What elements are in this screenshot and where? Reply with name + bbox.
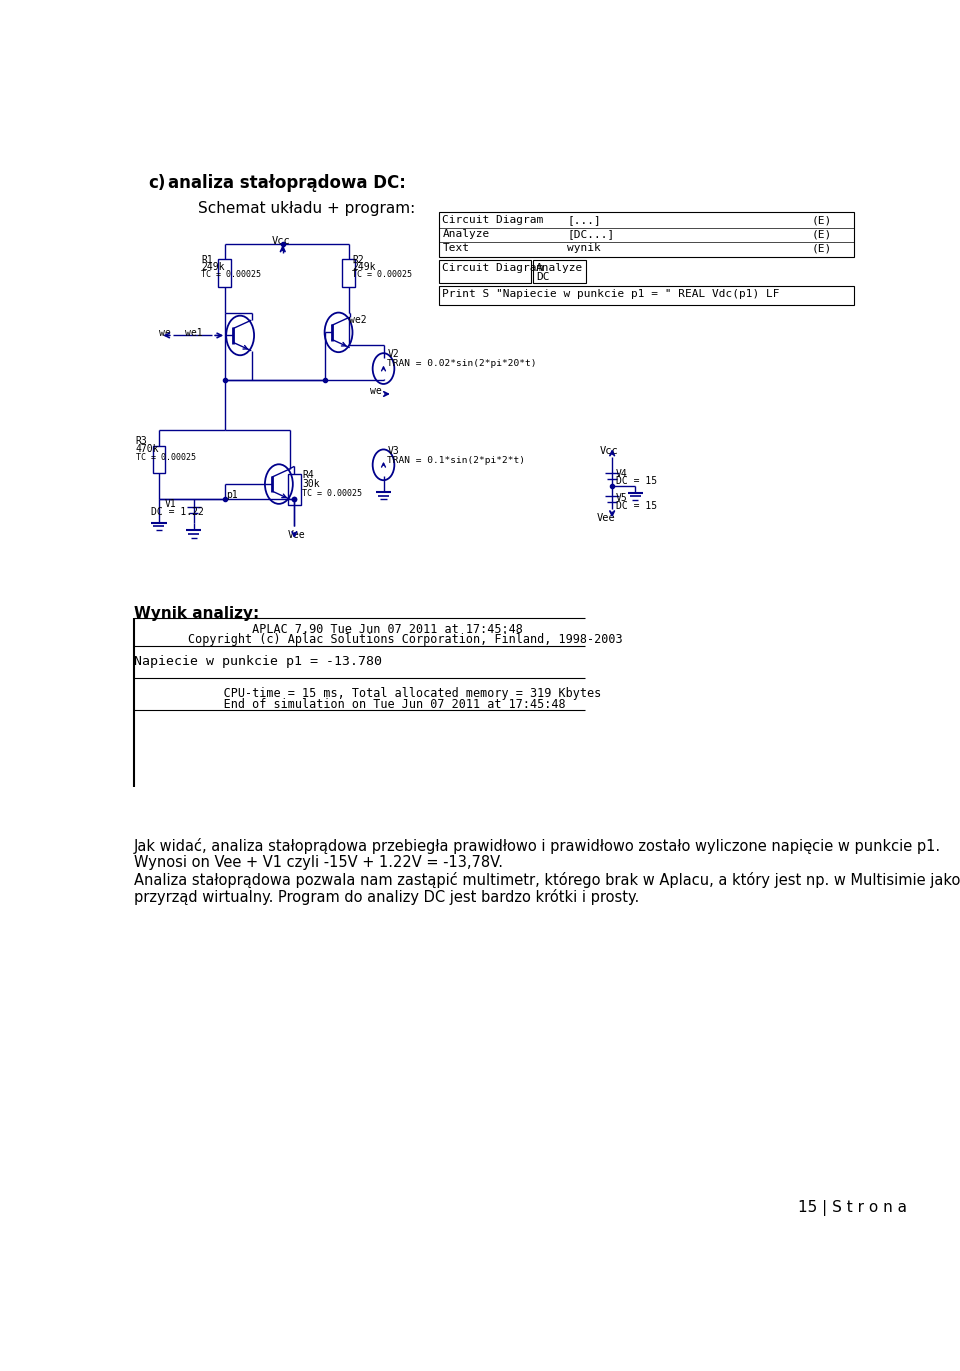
Bar (533, 260, 586, 282)
Text: DC: DC (537, 273, 550, 282)
Text: 30k: 30k (302, 480, 320, 489)
Bar (288, 474, 300, 505)
Bar (440, 287, 854, 304)
Text: R1: R1 (202, 255, 213, 266)
Text: Wynik analizy:: Wynik analizy: (134, 606, 259, 621)
Text: [...]: [...] (567, 215, 601, 225)
Bar (153, 446, 165, 473)
Text: Napiecie w punkcie p1 = -13.780: Napiecie w punkcie p1 = -13.780 (134, 655, 382, 668)
Text: R3: R3 (135, 436, 147, 447)
Text: V4: V4 (616, 469, 628, 478)
Text: TRAN = 0.02*sin(2*pi*20*t): TRAN = 0.02*sin(2*pi*20*t) (388, 359, 537, 369)
Text: analiza stałoprądowa DC:: analiza stałoprądowa DC: (168, 174, 406, 192)
Text: Circuit Diagram: Circuit Diagram (443, 215, 543, 225)
Text: we1: we1 (185, 328, 203, 337)
Bar (343, 259, 355, 287)
Text: Schemat układu + program:: Schemat układu + program: (198, 202, 415, 217)
Text: Analiza stałoprądowa pozwala nam zastąpić multimetr, którego brak w Aplacu, a kt: Analiza stałoprądowa pozwala nam zastąpi… (134, 872, 960, 888)
Text: DC = 15: DC = 15 (616, 500, 658, 511)
Text: 249k: 249k (352, 262, 376, 273)
Text: Circuit Diagram: Circuit Diagram (443, 263, 543, 273)
Text: APLAC 7.90 Tue Jun 07 2011 at 17:45:48: APLAC 7.90 Tue Jun 07 2011 at 17:45:48 (188, 622, 523, 636)
Text: (E): (E) (811, 243, 831, 254)
Text: Vcc: Vcc (272, 236, 291, 247)
Text: R4: R4 (302, 470, 314, 480)
Text: we: we (370, 387, 381, 396)
Text: (E): (E) (811, 229, 831, 239)
Text: CPU-time = 15 ms, Total allocated memory = 319 Kbytes: CPU-time = 15 ms, Total allocated memory… (188, 687, 602, 701)
Text: [DC...]: [DC...] (567, 229, 614, 239)
Text: we2: we2 (348, 315, 367, 325)
Text: TC = 0.00025: TC = 0.00025 (352, 270, 413, 280)
Text: Jak widać, analiza stałoprądowa przebiegła prawidłowo i prawidłowo zostało wylic: Jak widać, analiza stałoprądowa przebieg… (134, 838, 941, 854)
Text: wynik: wynik (567, 243, 601, 254)
Text: Vcc: Vcc (600, 447, 618, 457)
Text: Wynosi on Vee + V1 czyli -15V + 1.22V = -13,78V.: Wynosi on Vee + V1 czyli -15V + 1.22V = … (134, 856, 503, 871)
Bar (440, 260, 531, 282)
Text: 15 | S t r o n a: 15 | S t r o n a (798, 1200, 907, 1216)
Text: p1: p1 (227, 491, 238, 500)
Text: Vee: Vee (288, 529, 306, 540)
Text: Vee: Vee (596, 513, 615, 522)
Text: c): c) (148, 174, 165, 192)
Text: Copyright (c) Aplac Solutions Corporation, Finland, 1998-2003: Copyright (c) Aplac Solutions Corporatio… (188, 633, 623, 647)
Text: DC = 15: DC = 15 (616, 476, 658, 487)
Text: Print S "Napiecie w punkcie p1 = " REAL Vdc(p1) LF: Print S "Napiecie w punkcie p1 = " REAL … (443, 289, 780, 299)
Text: TC = 0.00025: TC = 0.00025 (302, 488, 362, 498)
Text: Analyze: Analyze (537, 263, 584, 273)
Bar (219, 259, 230, 287)
Text: End of simulation on Tue Jun 07 2011 at 17:45:48: End of simulation on Tue Jun 07 2011 at … (188, 698, 565, 712)
Text: V3: V3 (388, 447, 399, 457)
Text: DC = 1.22: DC = 1.22 (151, 507, 204, 517)
Text: (E): (E) (811, 215, 831, 225)
Text: przyrząd wirtualny. Program do analizy DC jest bardzo krótki i prosty.: przyrząd wirtualny. Program do analizy D… (134, 888, 639, 905)
Text: V1: V1 (165, 499, 177, 510)
Text: 249k: 249k (202, 262, 225, 273)
Text: TC = 0.00025: TC = 0.00025 (135, 454, 196, 462)
Text: TRAN = 0.1*sin(2*pi*2*t): TRAN = 0.1*sin(2*pi*2*t) (388, 455, 525, 465)
Text: V2: V2 (388, 350, 399, 359)
Text: TC = 0.00025: TC = 0.00025 (202, 270, 261, 280)
Bar (440, 213, 854, 256)
Text: 470k: 470k (135, 444, 159, 454)
Text: Text: Text (443, 243, 469, 254)
Text: R2: R2 (352, 255, 364, 266)
Text: we: we (158, 328, 171, 337)
Text: V5: V5 (616, 494, 628, 503)
Text: Analyze: Analyze (443, 229, 490, 239)
